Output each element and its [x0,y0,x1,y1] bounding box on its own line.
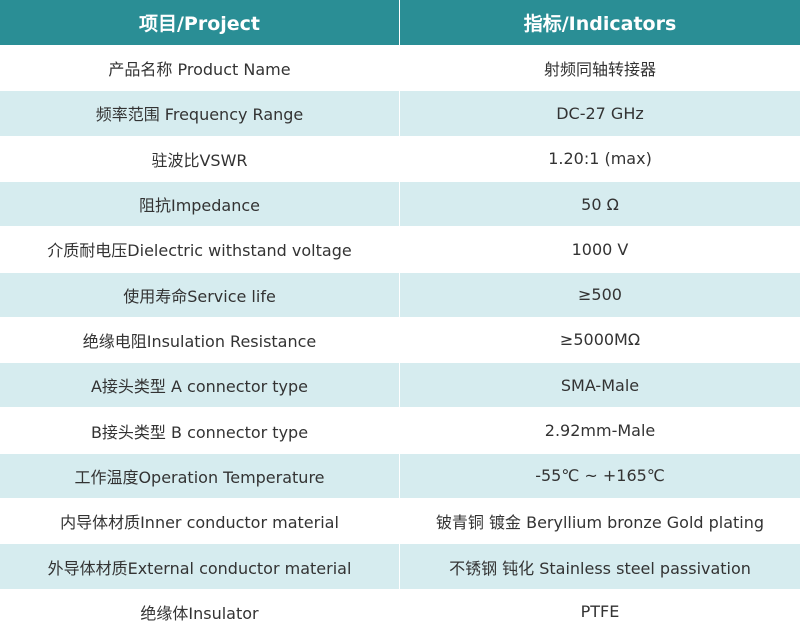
project-cell: 绝缘电阻Insulation Resistance [0,317,400,363]
indicator-cell: 铍青铜 镀金 Beryllium bronze Gold plating [435,513,765,533]
indicator-cell: ≥5000MΩ [559,330,641,350]
project-cell: 频率范围 Frequency Range [0,91,400,136]
project-cell: B接头类型 B connector type [0,408,400,453]
project-cell: 产品名称 Product Name [0,46,400,91]
project-cell: 绝缘体Insulator [0,589,400,634]
indicator-cell: DC-27 GHz [400,91,800,136]
indicator-cell: 1.20:1 (max) [548,149,652,169]
project-cell: 内导体材质Inner conductor material [0,499,400,544]
indicator-cell: PTFE [580,602,620,622]
indicator-cell: SMA-Male [400,363,800,408]
project-cell: 阻抗Impedance [0,181,400,227]
indicator-cell: 不锈钢 钝化 Stainless steel passivation [400,544,800,589]
indicator-cell: 1000 V [571,239,629,259]
project-cell: A接头类型 A connector type [0,363,400,408]
project-cell: 驻波比VSWR [0,136,400,181]
project-cell: 使用寿命Service life [0,272,400,317]
indicator-cell: 2.92mm-Male [544,421,656,441]
project-cell: 外导体材质External conductor material [0,544,400,589]
indicator-cell: ≥500 [400,272,800,317]
indicator-cell: -55℃ ~ +165℃ [400,453,800,499]
project-cell: 介质耐电压Dielectric withstand voltage [0,227,400,272]
indicator-cell: 50 Ω [400,181,800,227]
indicator-cell: 射频同轴转接器 [543,60,656,80]
project-cell: 工作温度Operation Temperature [0,453,400,499]
header-cell: 指标/Indicators [400,0,800,45]
header-cell: 项目/Project [0,0,400,45]
